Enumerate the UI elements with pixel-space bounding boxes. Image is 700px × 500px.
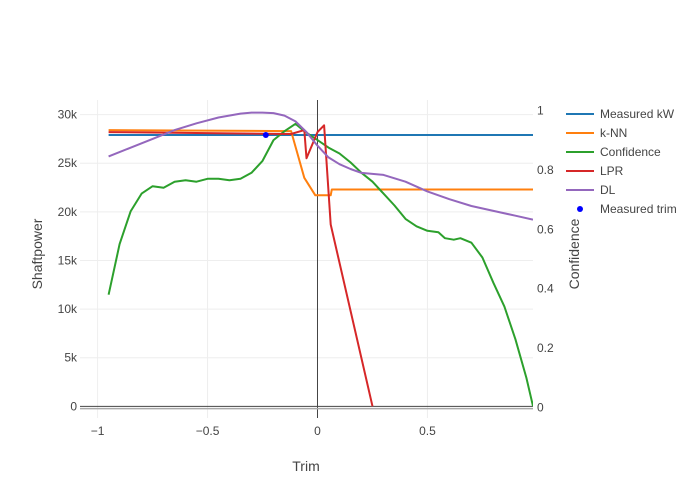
legend-label: k-NN	[600, 126, 627, 140]
y-right-tick-label: 1	[537, 103, 544, 117]
confidence-line	[107, 122, 533, 407]
y-right-tick-label: 0	[537, 401, 544, 415]
legend-item-measured-trim[interactable]: Measured trim	[577, 202, 677, 216]
legend-label: Measured kW	[600, 107, 675, 121]
legend-label: Measured trim	[600, 202, 677, 216]
y-left-tick-label: 20k	[58, 205, 78, 219]
y-right-tick-label: 0.2	[537, 341, 554, 355]
legend-item-confidence[interactable]: Confidence	[566, 145, 661, 159]
measured-trim-point	[262, 132, 269, 139]
y-left-tick-label: 15k	[58, 253, 78, 267]
legend-item-lpr[interactable]: LPR	[566, 164, 624, 178]
x-axis-title: Trim	[292, 458, 319, 474]
y-left-tick-label: 25k	[58, 156, 78, 170]
y-left-tick-label: 30k	[58, 108, 78, 122]
plot-area	[107, 111, 533, 407]
y-right-tick-label: 0.6	[537, 222, 554, 236]
legend-label: DL	[600, 183, 616, 197]
y-left-tick-label: 5k	[64, 351, 78, 365]
legend-item-dl[interactable]: DL	[566, 183, 616, 197]
y-right-axis-title: Confidence	[566, 218, 582, 289]
lpr-line	[108, 124, 374, 407]
y-right-tick-label: 0.8	[537, 163, 554, 177]
legend-swatch	[577, 206, 583, 212]
x-axis-ticks: −1 −0.5 0 0.5	[91, 424, 436, 438]
legend-item-measured-kw[interactable]: Measured kW	[566, 107, 675, 121]
y-left-axis-title: Shaftpower	[29, 218, 45, 289]
x-tick-label: −1	[91, 424, 105, 438]
zero-lines	[80, 100, 533, 418]
y-right-axis-ticks: 0 0.2 0.4 0.6 0.8 1	[537, 103, 554, 414]
y-left-tick-label: 10k	[58, 302, 78, 316]
y-left-axis-ticks: 0 5k 10k 15k 20k 25k 30k	[58, 108, 78, 414]
legend-label: LPR	[600, 164, 624, 178]
x-tick-label: 0	[314, 424, 321, 438]
dl-line	[108, 111, 533, 221]
legend-item-k-nn[interactable]: k-NN	[566, 126, 627, 140]
k-nn-line	[108, 129, 533, 197]
legend[interactable]: Measured kW k-NN Confidence LPR DL Measured t…	[566, 107, 677, 216]
x-tick-label: −0.5	[196, 424, 220, 438]
y-left-tick-label: 0	[70, 399, 77, 413]
legend-label: Confidence	[600, 145, 661, 159]
y-right-tick-label: 0.4	[537, 282, 554, 296]
x-tick-label: 0.5	[419, 424, 436, 438]
grid-lines	[80, 100, 533, 418]
